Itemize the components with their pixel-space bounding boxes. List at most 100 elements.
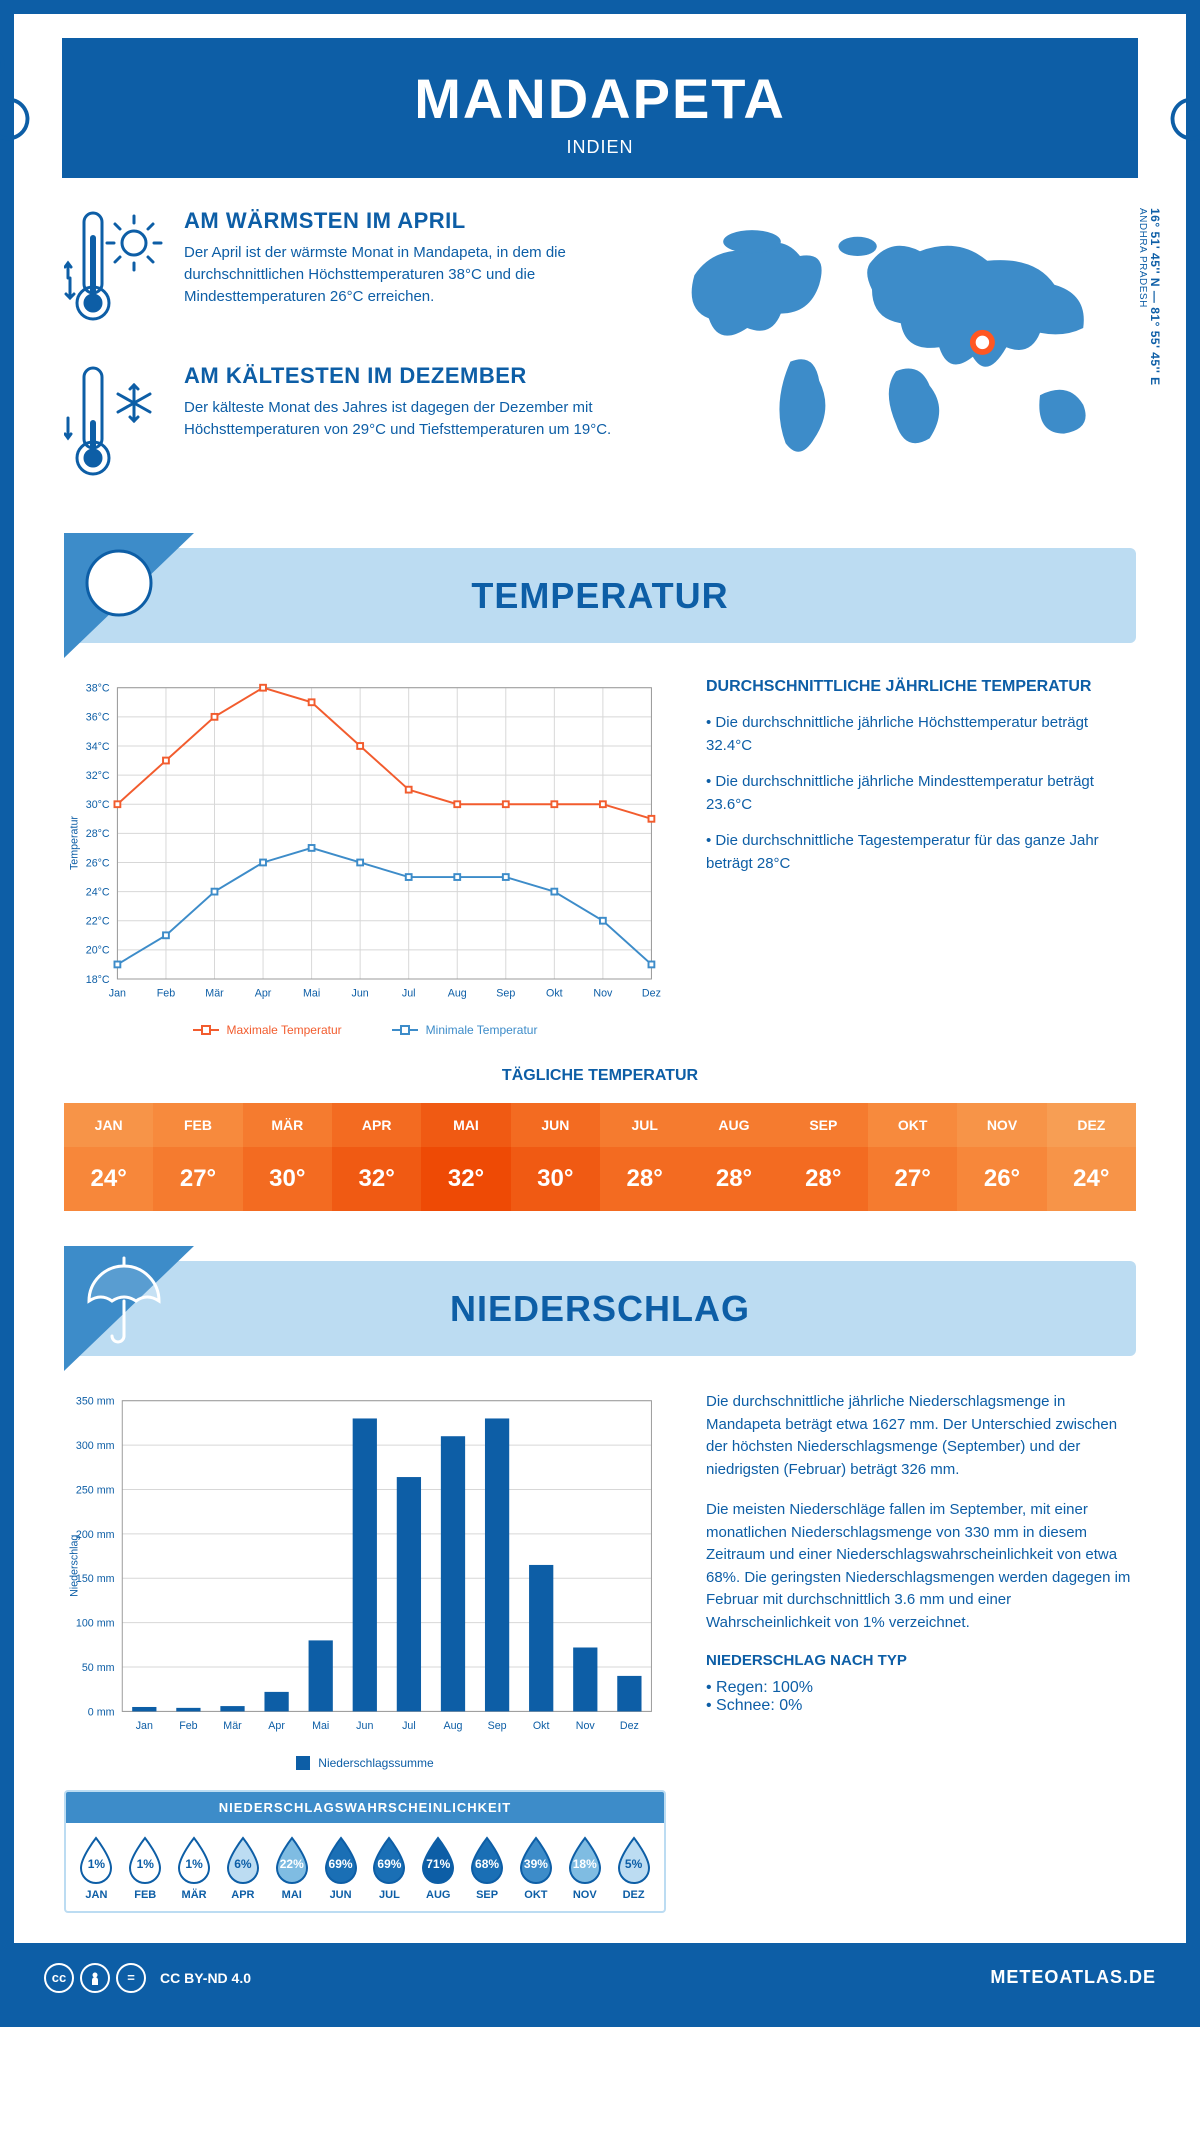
svg-text:Jul: Jul <box>402 987 416 999</box>
temperature-line-chart: 18°C20°C22°C24°C26°C28°C30°C32°C34°C36°C… <box>64 678 666 1037</box>
coldest-text: Der kälteste Monat des Jahres ist dagege… <box>184 397 616 441</box>
coldest-fact: AM KÄLTESTEN IM DEZEMBER Der kälteste Mo… <box>64 363 616 488</box>
prob-cell: 1%JAN <box>72 1835 121 1901</box>
wind-icon <box>1148 28 1200 158</box>
svg-text:32°C: 32°C <box>86 770 110 782</box>
svg-text:350 mm: 350 mm <box>76 1396 115 1408</box>
precipitation-section-header: NIEDERSCHLAG <box>64 1261 1136 1356</box>
prob-cell: 5%DEZ <box>609 1835 658 1901</box>
svg-text:Nov: Nov <box>576 1720 596 1732</box>
thermometer-cold-icon <box>64 363 164 483</box>
daily-temp-col: MÄR30° <box>243 1103 332 1211</box>
svg-text:Jul: Jul <box>402 1720 416 1732</box>
daily-temp-col: MAI32° <box>421 1103 510 1211</box>
svg-text:30°C: 30°C <box>86 799 110 811</box>
svg-text:50 mm: 50 mm <box>82 1662 115 1674</box>
svg-text:Feb: Feb <box>179 1720 197 1732</box>
precip-type-heading: NIEDERSCHLAG NACH TYP <box>706 1652 1136 1669</box>
region-label: ANDHRA PRADESH <box>1137 208 1148 308</box>
daily-temp-col: APR32° <box>332 1103 421 1211</box>
country-subtitle: INDIEN <box>62 137 1138 158</box>
svg-text:Niederschlag: Niederschlag <box>69 1535 81 1597</box>
prob-cell: 1%FEB <box>121 1835 170 1901</box>
svg-text:34°C: 34°C <box>86 741 110 753</box>
sun-icon <box>64 533 194 658</box>
svg-text:250 mm: 250 mm <box>76 1484 115 1496</box>
svg-text:18°C: 18°C <box>86 974 110 986</box>
precipitation-heading: NIEDERSCHLAG <box>450 1288 750 1330</box>
prob-title: NIEDERSCHLAGSWAHRSCHEINLICHKEIT <box>66 1792 664 1823</box>
svg-text:300 mm: 300 mm <box>76 1440 115 1452</box>
wind-icon <box>0 28 52 158</box>
svg-text:100 mm: 100 mm <box>76 1618 115 1630</box>
daily-temp-col: NOV26° <box>957 1103 1046 1211</box>
svg-text:Jun: Jun <box>356 1720 373 1732</box>
legend-precip: Niederschlagssumme <box>318 1756 433 1770</box>
temperature-heading: TEMPERATUR <box>471 575 728 617</box>
prob-cell: 69%JUN <box>316 1835 365 1901</box>
svg-text:36°C: 36°C <box>86 712 110 724</box>
temperature-section-header: TEMPERATUR <box>64 548 1136 643</box>
daily-temp-table: JAN24°FEB27°MÄR30°APR32°MAI32°JUN30°JUL2… <box>64 1103 1136 1211</box>
daily-temp-col: OKT27° <box>868 1103 957 1211</box>
svg-text:Aug: Aug <box>443 1720 462 1732</box>
precipitation-bar-chart: 0 mm 50 mm 100 mm 150 mm 200 mm 250 mm 300 mm 3… <box>64 1391 666 1770</box>
svg-text:22°C: 22°C <box>86 916 110 928</box>
header-band: MANDAPETA INDIEN <box>62 38 1138 178</box>
svg-text:Okt: Okt <box>546 987 563 999</box>
svg-text:Dez: Dez <box>620 1720 639 1732</box>
svg-text:Sep: Sep <box>496 987 515 999</box>
svg-text:26°C: 26°C <box>86 857 110 869</box>
svg-text:Jan: Jan <box>136 1720 153 1732</box>
precip-rain: • Regen: 100% <box>706 1679 1136 1697</box>
svg-text:Mär: Mär <box>205 987 224 999</box>
legend-max-temp: Maximale Temperatur <box>227 1023 342 1037</box>
footer: cc = CC BY-ND 4.0 METEOATLAS.DE <box>14 1943 1186 2013</box>
by-icon <box>80 1963 110 1993</box>
daily-temp-col: JUL28° <box>600 1103 689 1211</box>
svg-text:200 mm: 200 mm <box>76 1529 115 1541</box>
warmest-text: Der April ist der wärmste Monat in Manda… <box>184 242 616 307</box>
svg-text:Mär: Mär <box>223 1720 242 1732</box>
temp-bullet-1: • Die durchschnittliche jährliche Höchst… <box>706 712 1136 757</box>
prob-cell: 6%APR <box>218 1835 267 1901</box>
prob-cell: 18%NOV <box>560 1835 609 1901</box>
prob-cell: 69%JUL <box>365 1835 414 1901</box>
world-map: 16° 51' 45'' N — 81° 55' 45'' E ANDHRA P… <box>656 208 1136 482</box>
brand-label: METEOATLAS.DE <box>990 1967 1156 1988</box>
svg-text:Aug: Aug <box>448 987 467 999</box>
cc-icon: cc <box>44 1963 74 1993</box>
location-marker <box>973 333 992 352</box>
city-title: MANDAPETA <box>62 66 1138 131</box>
coordinates-label: 16° 51' 45'' N — 81° 55' 45'' E <box>1148 208 1162 386</box>
daily-temp-col: SEP28° <box>779 1103 868 1211</box>
svg-text:150 mm: 150 mm <box>76 1573 115 1585</box>
thermometer-hot-icon <box>64 208 164 328</box>
svg-text:Jun: Jun <box>352 987 369 999</box>
svg-text:Sep: Sep <box>488 1720 507 1732</box>
coldest-title: AM KÄLTESTEN IM DEZEMBER <box>184 363 616 389</box>
daily-temp-col: DEZ24° <box>1047 1103 1136 1211</box>
svg-text:Mai: Mai <box>303 987 320 999</box>
precip-paragraph-1: Die durchschnittliche jährliche Niedersc… <box>706 1391 1136 1481</box>
svg-text:0 mm: 0 mm <box>88 1706 115 1718</box>
svg-text:Feb: Feb <box>157 987 175 999</box>
svg-text:Jan: Jan <box>109 987 126 999</box>
precip-snow: • Schnee: 0% <box>706 1697 1136 1715</box>
svg-text:Nov: Nov <box>593 987 613 999</box>
legend-min-temp: Minimale Temperatur <box>426 1023 538 1037</box>
svg-text:Okt: Okt <box>533 1720 550 1732</box>
svg-text:Apr: Apr <box>255 987 272 999</box>
license-label: CC BY-ND 4.0 <box>160 1970 251 1986</box>
nd-icon: = <box>116 1963 146 1993</box>
warmest-title: AM WÄRMSTEN IM APRIL <box>184 208 616 234</box>
cc-icons: cc = <box>44 1963 146 1993</box>
temp-info-heading: DURCHSCHNITTLICHE JÄHRLICHE TEMPERATUR <box>706 678 1136 696</box>
svg-text:Mai: Mai <box>312 1720 329 1732</box>
temp-bullet-2: • Die durchschnittliche jährliche Mindes… <box>706 771 1136 816</box>
svg-text:24°C: 24°C <box>86 886 110 898</box>
svg-text:Apr: Apr <box>268 1720 285 1732</box>
daily-temp-col: FEB27° <box>153 1103 242 1211</box>
daily-temp-col: AUG28° <box>689 1103 778 1211</box>
umbrella-icon <box>64 1246 194 1371</box>
